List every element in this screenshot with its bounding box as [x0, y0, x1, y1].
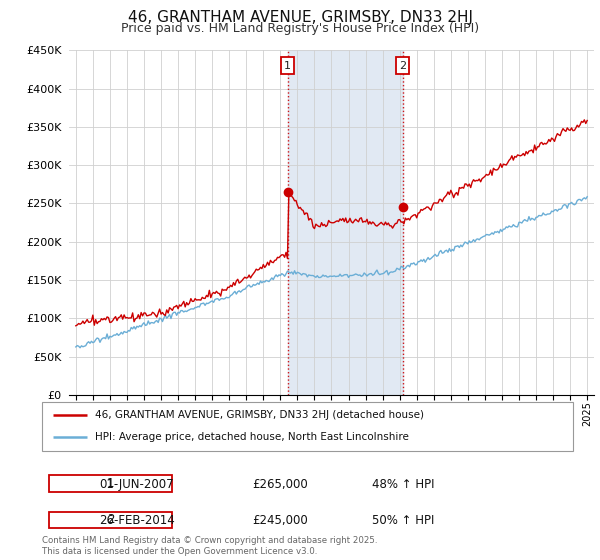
Text: Contains HM Land Registry data © Crown copyright and database right 2025.
This d: Contains HM Land Registry data © Crown c… — [42, 536, 377, 556]
Text: 46, GRANTHAM AVENUE, GRIMSBY, DN33 2HJ (detached house): 46, GRANTHAM AVENUE, GRIMSBY, DN33 2HJ (… — [95, 410, 424, 420]
Text: 2: 2 — [107, 514, 114, 526]
Text: 1: 1 — [284, 60, 291, 71]
Text: £265,000: £265,000 — [252, 478, 308, 491]
FancyBboxPatch shape — [49, 475, 172, 492]
Text: 26-FEB-2014: 26-FEB-2014 — [99, 514, 175, 528]
Text: 46, GRANTHAM AVENUE, GRIMSBY, DN33 2HJ: 46, GRANTHAM AVENUE, GRIMSBY, DN33 2HJ — [128, 10, 473, 25]
FancyBboxPatch shape — [49, 512, 172, 528]
Text: HPI: Average price, detached house, North East Lincolnshire: HPI: Average price, detached house, Nort… — [95, 432, 409, 442]
FancyBboxPatch shape — [42, 402, 573, 451]
Text: 01-JUN-2007: 01-JUN-2007 — [99, 478, 173, 491]
Bar — [287, 50, 403, 395]
Text: 48% ↑ HPI: 48% ↑ HPI — [372, 478, 434, 491]
Text: £245,000: £245,000 — [252, 514, 308, 528]
Text: 50% ↑ HPI: 50% ↑ HPI — [372, 514, 434, 528]
Text: 1: 1 — [107, 477, 114, 490]
Text: Price paid vs. HM Land Registry's House Price Index (HPI): Price paid vs. HM Land Registry's House … — [121, 22, 479, 35]
Text: 2: 2 — [399, 60, 406, 71]
